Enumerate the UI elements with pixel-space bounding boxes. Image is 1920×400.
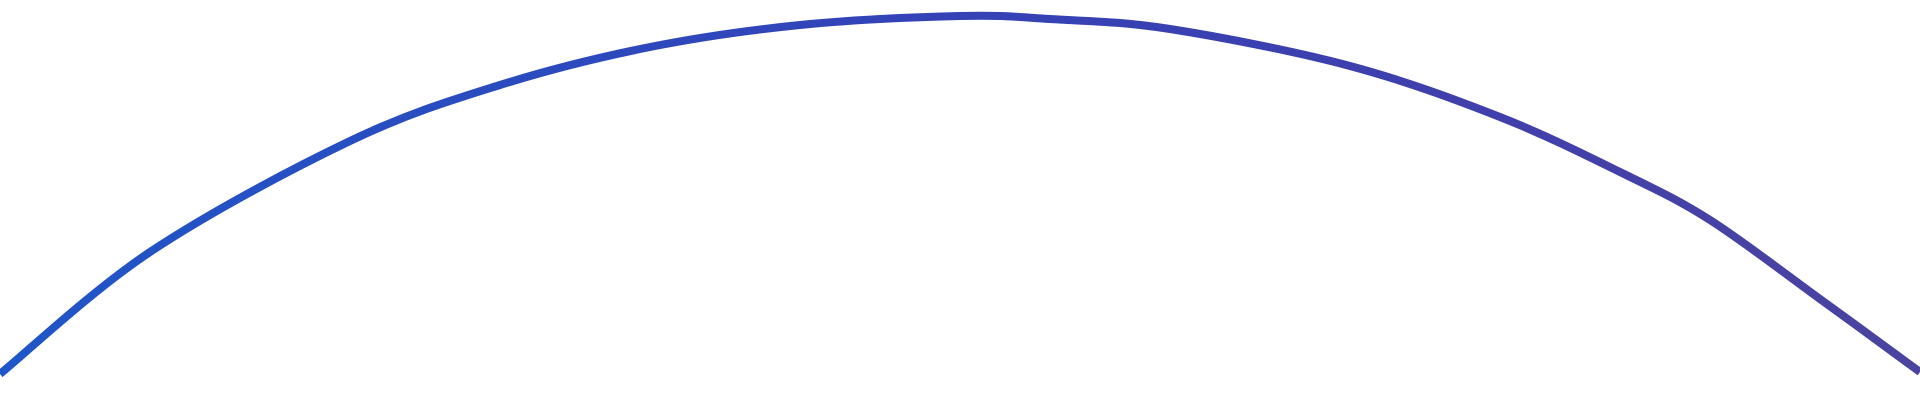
curve-line bbox=[0, 11, 1920, 378]
